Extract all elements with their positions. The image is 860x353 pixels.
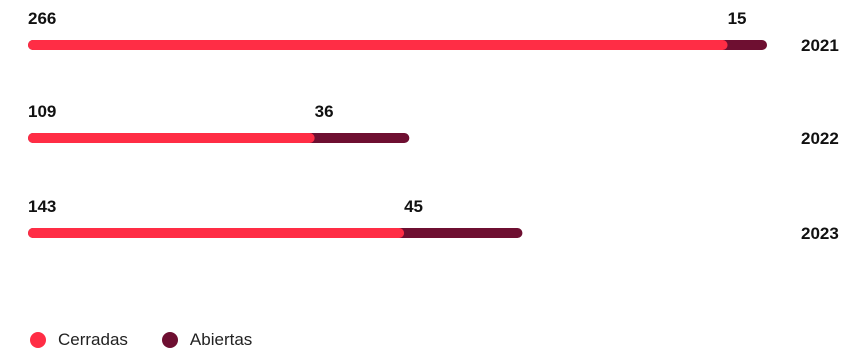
category-label-2022: 2022: [801, 129, 839, 148]
label-abiertas-2023: 45: [404, 197, 423, 216]
category-label-2021: 2021: [801, 36, 839, 55]
bar-cerradas-2023: [28, 228, 405, 238]
legend: Cerradas Abiertas: [30, 330, 252, 350]
label-cerradas-2021: 266: [28, 9, 56, 28]
bar-cerradas-2022: [28, 133, 315, 143]
legend-label-abiertas: Abiertas: [189, 330, 253, 349]
label-cerradas-2023: 143: [28, 197, 56, 216]
legend-label-cerradas: Cerradas: [58, 330, 128, 349]
label-cerradas-2022: 109: [28, 102, 56, 121]
label-abiertas-2021: 15: [728, 9, 747, 28]
category-label-2023: 2023: [801, 224, 839, 243]
legend-item-abiertas: Abiertas: [161, 330, 253, 350]
legend-swatch-abiertas: [161, 332, 178, 348]
bar-cerradas-2021: [28, 40, 728, 50]
legend-swatch-cerradas: [30, 332, 46, 348]
label-abiertas-2022: 36: [315, 102, 334, 121]
legend-item-cerradas: Cerradas: [30, 330, 128, 350]
